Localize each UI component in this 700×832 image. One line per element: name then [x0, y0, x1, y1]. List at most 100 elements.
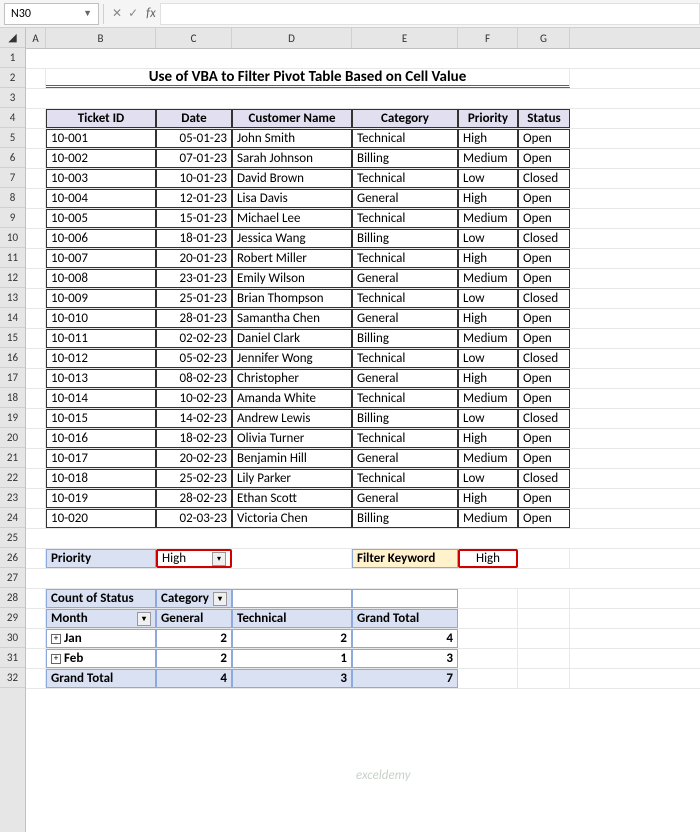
grid-content[interactable]: Use of VBA to Filter Pivot Table Based o… [26, 49, 700, 689]
row-header-9[interactable]: 9 [0, 208, 25, 228]
cell [26, 329, 46, 348]
th-customer: Customer Name [232, 109, 352, 128]
filter-value-text: High [162, 551, 186, 566]
cell-id: 10-013 [46, 369, 156, 388]
cell-id: 10-002 [46, 149, 156, 168]
cell-date: 02-03-23 [156, 509, 232, 528]
cell-st: Open [518, 149, 570, 168]
filter-keyword-value: High [458, 549, 518, 568]
col-header-G[interactable]: G [518, 28, 570, 48]
cell-date: 20-02-23 [156, 449, 232, 468]
divider [103, 4, 104, 24]
row-header-10[interactable]: 10 [0, 228, 25, 248]
cell-cat: Technical [352, 249, 458, 268]
row-header-14[interactable]: 14 [0, 308, 25, 328]
col-header-F[interactable]: F [458, 28, 518, 48]
cell-cat: Technical [352, 389, 458, 408]
col-header-D[interactable]: D [232, 28, 352, 48]
row-header-28[interactable]: 28 [0, 588, 25, 608]
month-dropdown-icon[interactable]: ▾ [137, 612, 151, 626]
enter-icon[interactable]: ✓ [128, 6, 138, 21]
pivot-val: 2 [156, 629, 232, 648]
select-all-triangle[interactable]: ◢ [0, 28, 25, 48]
row-header-21[interactable]: 21 [0, 448, 25, 468]
row-header-6[interactable]: 6 [0, 148, 25, 168]
row-header-32[interactable]: 32 [0, 668, 25, 688]
row-header-26[interactable]: 26 [0, 548, 25, 568]
cell-name: Andrew Lewis [232, 409, 352, 428]
col-header-E[interactable]: E [352, 28, 458, 48]
cell-id: 10-004 [46, 189, 156, 208]
col-header-B[interactable]: B [46, 28, 156, 48]
row-header-7[interactable]: 7 [0, 168, 25, 188]
row-header-8[interactable]: 8 [0, 188, 25, 208]
row-header-27[interactable]: 27 [0, 568, 25, 588]
cell-date: 18-02-23 [156, 429, 232, 448]
cell [26, 249, 46, 268]
formula-input[interactable] [160, 3, 700, 25]
name-box[interactable]: N30 ▼ [4, 3, 99, 25]
col-header-C[interactable]: C [156, 28, 232, 48]
row-header-2[interactable]: 2 [0, 68, 25, 88]
cell-pri: High [458, 249, 518, 268]
row-header-24[interactable]: 24 [0, 508, 25, 528]
row-header-3[interactable]: 3 [0, 88, 25, 108]
cell-cat: Technical [352, 349, 458, 368]
row-header-22[interactable]: 22 [0, 468, 25, 488]
pivot-gt: 4 [156, 669, 232, 688]
cell [26, 409, 46, 428]
pivot-cat-label[interactable]: Category▾ [156, 589, 232, 608]
cell-name: John Smith [232, 129, 352, 148]
row-header-18[interactable]: 18 [0, 388, 25, 408]
cat-dropdown-icon[interactable]: ▾ [213, 592, 227, 606]
pivot-row-month[interactable]: +Jan [46, 629, 156, 648]
cell-name: Ethan Scott [232, 489, 352, 508]
cell [518, 649, 570, 668]
cell-date: 10-01-23 [156, 169, 232, 188]
row-header-30[interactable]: 30 [0, 628, 25, 648]
row-header-20[interactable]: 20 [0, 428, 25, 448]
row-header-29[interactable]: 29 [0, 608, 25, 628]
fx-icon[interactable]: fx [142, 6, 160, 21]
cell-name: Jessica Wang [232, 229, 352, 248]
row-header-19[interactable]: 19 [0, 408, 25, 428]
row-header-12[interactable]: 12 [0, 268, 25, 288]
cell-date: 12-01-23 [156, 189, 232, 208]
row-header-16[interactable]: 16 [0, 348, 25, 368]
cancel-icon[interactable]: ✕ [112, 6, 122, 21]
row-header-13[interactable]: 13 [0, 288, 25, 308]
cell [26, 649, 46, 668]
cell-pri: Medium [458, 509, 518, 528]
cell [518, 669, 570, 688]
cell [26, 349, 46, 368]
fx-buttons: ✕ ✓ [108, 6, 142, 21]
row-header-31[interactable]: 31 [0, 648, 25, 668]
pivot-filter-value[interactable]: High ▾ [156, 549, 232, 568]
row-header-4[interactable]: 4 [0, 108, 25, 128]
chevron-down-icon[interactable]: ▼ [83, 8, 92, 19]
cell-cat: General [352, 189, 458, 208]
cell-name: Christopher [232, 369, 352, 388]
filter-keyword-label: Filter Keyword [352, 549, 458, 568]
row-header-11[interactable]: 11 [0, 248, 25, 268]
cell-pri: High [458, 489, 518, 508]
row-header-17[interactable]: 17 [0, 368, 25, 388]
row-header-5[interactable]: 5 [0, 128, 25, 148]
cell-pri: Low [458, 169, 518, 188]
filter-dropdown-icon[interactable]: ▾ [212, 552, 226, 566]
row-header-1[interactable]: 1 [0, 48, 25, 68]
row-header-23[interactable]: 23 [0, 488, 25, 508]
pivot-val: 2 [232, 629, 352, 648]
pivot-row-month[interactable]: +Feb [46, 649, 156, 668]
pivot-month-label[interactable]: Month▾ [46, 609, 156, 628]
expand-icon[interactable]: + [51, 634, 61, 644]
cell-cat: Technical [352, 209, 458, 228]
col-header-A[interactable]: A [26, 28, 46, 48]
cell-date: 10-02-23 [156, 389, 232, 408]
row-header-25[interactable]: 25 [0, 528, 25, 548]
cell-st: Open [518, 209, 570, 228]
page-title: Use of VBA to Filter Pivot Table Based o… [46, 69, 570, 88]
cell-date: 18-01-23 [156, 229, 232, 248]
row-header-15[interactable]: 15 [0, 328, 25, 348]
expand-icon[interactable]: + [51, 654, 61, 664]
